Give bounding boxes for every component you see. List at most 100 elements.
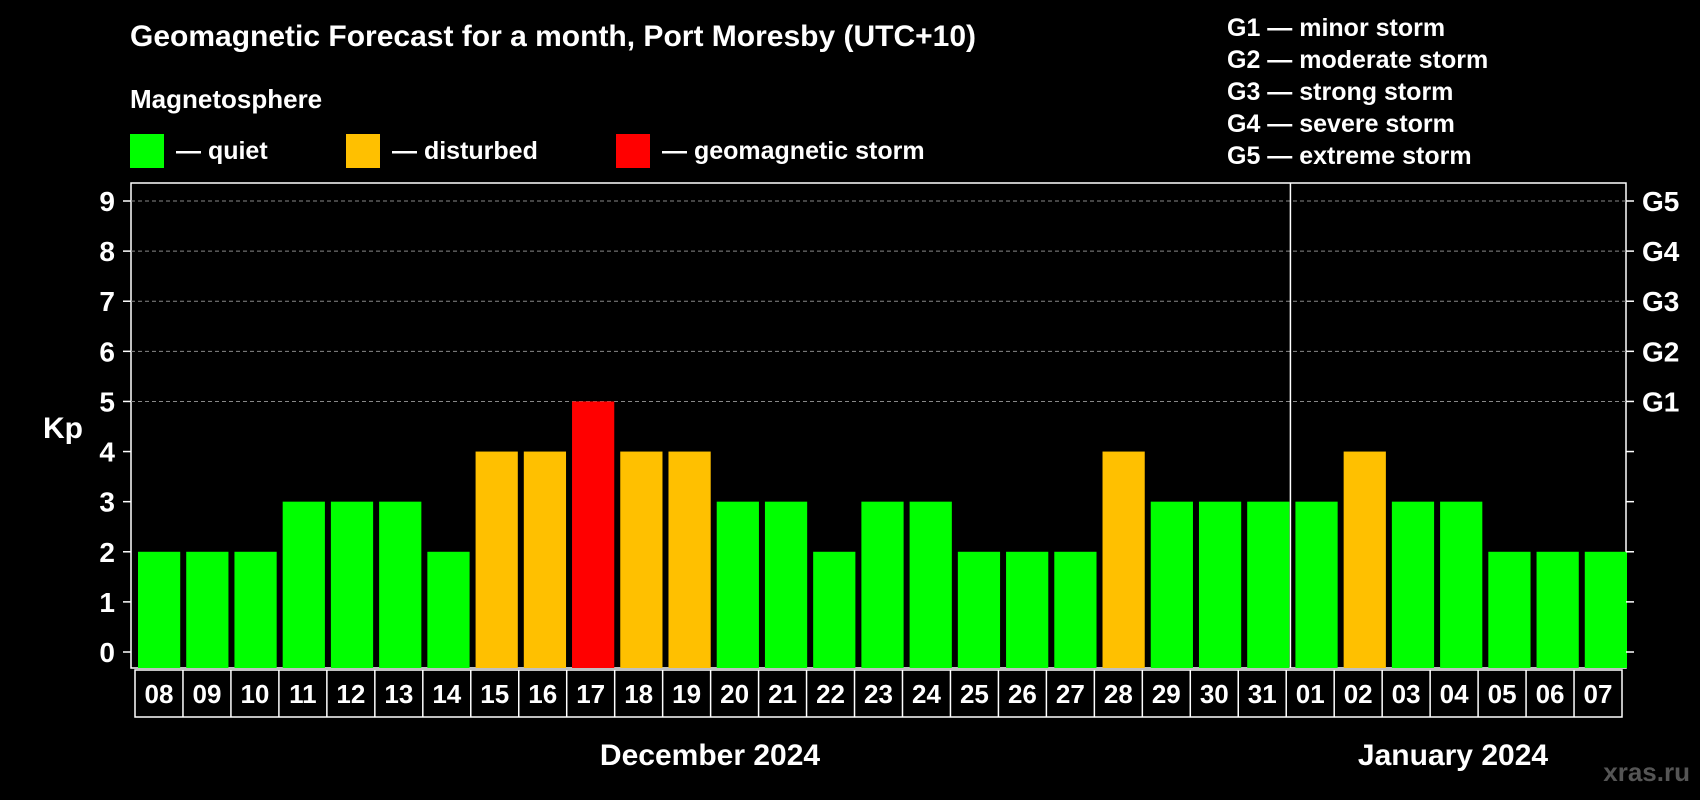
x-tick-label-18: 18 (624, 679, 653, 709)
y-tick-label-2: 2 (99, 537, 115, 568)
watermark: xras.ru (1603, 757, 1690, 787)
bar-28 (1102, 451, 1145, 668)
storm-scale-legend: G1 — minor storm G2 — moderate storm G3 … (1227, 12, 1488, 172)
right-axis-label-g4: G4 (1642, 236, 1680, 267)
y-tick-label-5: 5 (99, 386, 115, 417)
bar-22 (813, 551, 856, 668)
x-tick-label-31: 31 (1248, 679, 1277, 709)
bar-16 (523, 451, 567, 668)
x-tick-label-10: 10 (240, 679, 269, 709)
y-tick-label-8: 8 (99, 236, 115, 267)
x-tick-label-20: 20 (720, 679, 749, 709)
bar-25 (957, 551, 1001, 668)
bar-01 (1295, 501, 1338, 668)
x-tick-label-28: 28 (1104, 679, 1133, 709)
x-tick-label-08: 08 (145, 679, 174, 709)
x-tick-label-21: 21 (768, 679, 797, 709)
x-tick-label-11: 11 (289, 679, 317, 709)
right-axis-label-g5: G5 (1642, 186, 1679, 217)
x-tick-label-06: 06 (1536, 679, 1565, 709)
x-tick-label-19: 19 (672, 679, 701, 709)
legend-swatch-quiet (130, 134, 164, 168)
x-tick-label-04: 04 (1440, 679, 1469, 709)
date-axis-frame (134, 669, 1623, 718)
month-label-1: January 2024 (1358, 739, 1548, 772)
bar-05 (1488, 551, 1531, 668)
legend-heading: Magnetosphere (130, 84, 323, 114)
bar-13 (379, 501, 422, 668)
x-tick-label-09: 09 (192, 679, 221, 709)
legend-item-disturbed: — disturbed (346, 134, 538, 168)
right-axis-label-g3: G3 (1642, 286, 1679, 317)
y-tick-label-1: 1 (99, 587, 115, 618)
x-tick-label-17: 17 (576, 679, 605, 709)
bar-09 (186, 551, 229, 668)
y-tick-label-4: 4 (99, 437, 115, 468)
right-axis-label-g1: G1 (1642, 386, 1679, 417)
x-tick-label-22: 22 (816, 679, 845, 709)
y-tick-label-6: 6 (99, 336, 115, 367)
y-tick-label-7: 7 (99, 286, 115, 317)
bar-30 (1198, 501, 1242, 668)
legend-swatch-storm (616, 134, 650, 168)
legend-label-disturbed: — disturbed (392, 136, 538, 165)
x-tick-label-30: 30 (1200, 679, 1229, 709)
legend-label-quiet: — quiet (176, 136, 268, 165)
x-tick-label-26: 26 (1008, 679, 1037, 709)
bar-11 (282, 501, 325, 668)
bar-31 (1247, 501, 1290, 668)
y-tick-label-3: 3 (99, 487, 115, 518)
bar-02 (1343, 451, 1386, 668)
x-tick-label-29: 29 (1152, 679, 1181, 709)
storm-scale-g2: G2 — moderate storm (1227, 46, 1489, 74)
storm-scale-g3: G3 — strong storm (1227, 78, 1454, 106)
bar-19 (668, 451, 711, 668)
bar-07 (1584, 551, 1627, 668)
storm-scale-g4: G4 — severe storm (1227, 110, 1455, 138)
x-tick-label-24: 24 (912, 679, 941, 709)
right-axis-label-g2: G2 (1642, 336, 1679, 367)
month-label-0: December 2024 (600, 739, 820, 772)
x-tick-label-12: 12 (336, 679, 365, 709)
x-tick-label-27: 27 (1056, 679, 1085, 709)
x-tick-label-07: 07 (1584, 679, 1613, 709)
bar-08 (138, 551, 181, 668)
x-tick-label-13: 13 (384, 679, 413, 709)
x-tick-label-14: 14 (432, 679, 461, 709)
y-axis-label: Kp (43, 412, 83, 445)
bar-20 (716, 501, 759, 668)
storm-scale-g5: G5 — extreme storm (1227, 142, 1472, 170)
x-tick-label-23: 23 (864, 679, 893, 709)
legend-item-storm: — geomagnetic storm (616, 134, 925, 168)
legend-swatch-disturbed (346, 134, 380, 168)
x-tick-label-16: 16 (528, 679, 557, 709)
y-tick-label-9: 9 (99, 186, 115, 217)
bar-12 (330, 501, 374, 668)
bar-04 (1440, 501, 1483, 668)
storm-scale-g1: G1 — minor storm (1227, 14, 1446, 42)
x-tick-label-25: 25 (960, 679, 989, 709)
bar-17 (572, 401, 615, 668)
bar-18 (620, 451, 663, 668)
bar-29 (1150, 501, 1193, 668)
bar-10 (234, 551, 277, 668)
legend-item-quiet: — quiet (130, 134, 268, 168)
bar-15 (475, 451, 518, 668)
x-tick-label-02: 02 (1344, 679, 1373, 709)
y-tick-label-0: 0 (99, 637, 115, 668)
chart-title: Geomagnetic Forecast for a month, Port M… (130, 20, 976, 53)
bar-06 (1536, 551, 1579, 668)
x-tick-label-15: 15 (480, 679, 509, 709)
x-tick-label-01: 01 (1296, 679, 1325, 709)
x-tick-label-03: 03 (1392, 679, 1421, 709)
x-tick-label-05: 05 (1488, 679, 1517, 709)
bar-24 (909, 501, 952, 668)
bar-03 (1391, 501, 1435, 668)
bar-14 (427, 551, 470, 668)
legend-label-storm: — geomagnetic storm (662, 136, 925, 165)
bar-26 (1006, 551, 1049, 668)
bar-23 (861, 501, 904, 668)
bar-27 (1054, 551, 1097, 668)
bar-21 (764, 501, 808, 668)
